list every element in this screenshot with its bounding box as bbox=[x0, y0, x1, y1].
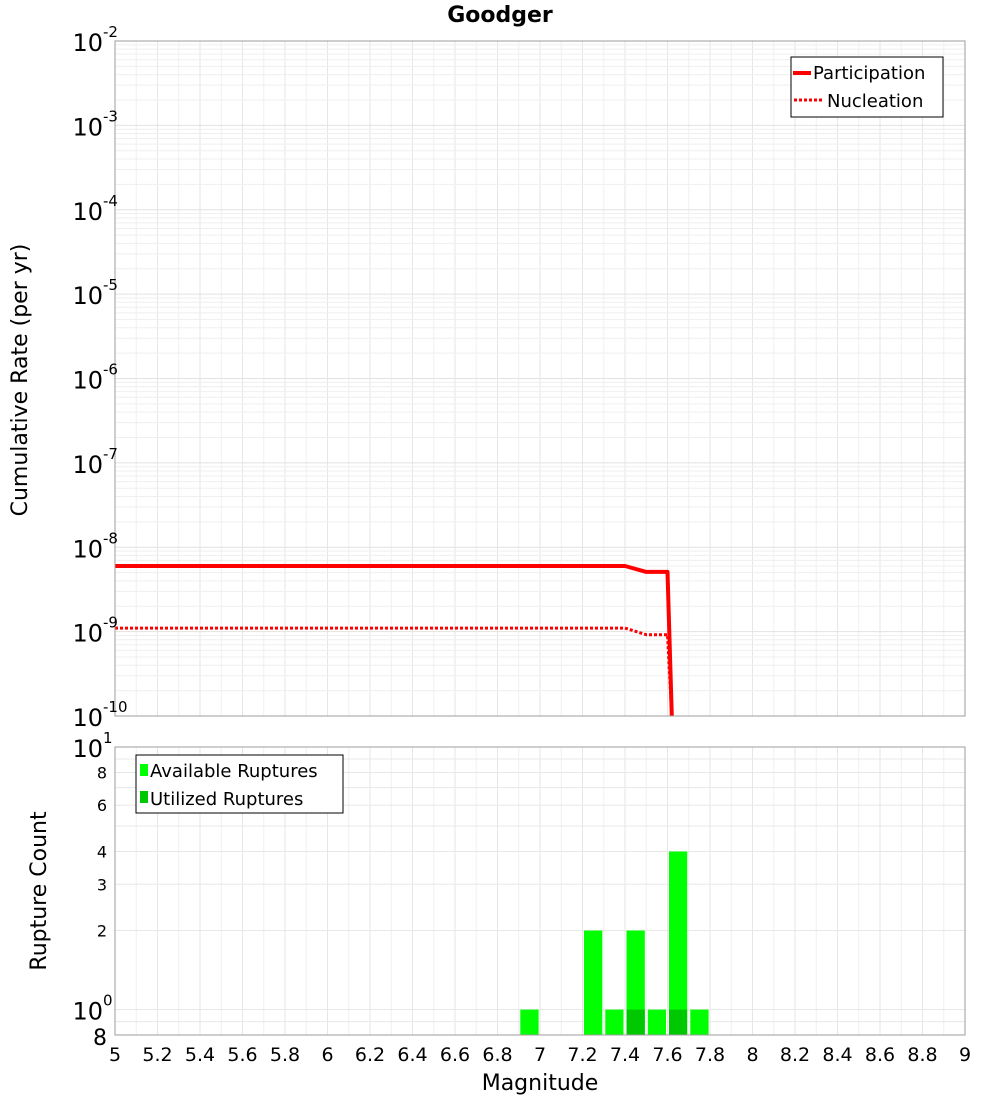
y-tick-label: 10 bbox=[72, 113, 103, 141]
y-tick-exponent: -9 bbox=[103, 614, 118, 632]
x-tick-label: 6.4 bbox=[397, 1044, 427, 1066]
y-tick-exponent: -8 bbox=[103, 529, 118, 547]
x-tick-label: 7.8 bbox=[695, 1044, 725, 1066]
legend-box bbox=[790, 56, 944, 118]
participation-legend-label: Participation bbox=[813, 63, 925, 84]
legend-box bbox=[135, 754, 344, 814]
available-ruptures-bar bbox=[647, 1009, 666, 1035]
y-tick-exponent: -2 bbox=[103, 23, 118, 41]
x-tick-label: 7.6 bbox=[652, 1044, 682, 1066]
x-tick-label: 8 bbox=[746, 1044, 758, 1066]
cumulative-rate-panel: 10-210-310-410-510-610-710-810-910-10 Cu… bbox=[8, 23, 966, 732]
cumulative-rate-y-ticks: 10-210-310-410-510-610-710-810-910-10 bbox=[72, 23, 127, 732]
available-ruptures-bar bbox=[690, 1009, 709, 1035]
cumulative-rate-plot-border bbox=[114, 40, 966, 717]
y-tick-label: 10 bbox=[72, 704, 103, 732]
y-tick-exponent: -3 bbox=[103, 107, 118, 125]
available-ruptures-legend-swatch bbox=[140, 764, 148, 776]
y-tick-label: 10 bbox=[72, 29, 103, 57]
x-tick-label: 7 bbox=[534, 1044, 546, 1066]
available-ruptures-legend-label: Available Ruptures bbox=[150, 761, 318, 782]
y-tick-label: 10 bbox=[72, 620, 103, 648]
y-tick-label: 2 bbox=[97, 922, 107, 941]
utilized-ruptures-legend-swatch bbox=[140, 791, 148, 803]
x-tick-label: 8.8 bbox=[907, 1044, 937, 1066]
x-tick-label: 7.4 bbox=[610, 1044, 640, 1066]
y-tick-label: 8 bbox=[93, 1026, 107, 1051]
rupture-count-plot-border bbox=[114, 746, 966, 1036]
y-tick-exponent: 0 bbox=[103, 992, 113, 1010]
magnitude-x-axis-title: Magnitude bbox=[482, 1071, 599, 1096]
x-tick-label: 9 bbox=[959, 1044, 971, 1066]
cumulative-rate-y-axis-title: Cumulative Rate (per yr) bbox=[8, 244, 33, 517]
x-tick-label: 8.4 bbox=[822, 1044, 852, 1066]
cumulative-rate-series bbox=[115, 564, 674, 717]
y-tick-label: 10 bbox=[72, 998, 103, 1026]
utilized-ruptures-legend-label: Utilized Ruptures bbox=[150, 789, 303, 810]
y-tick-exponent: -5 bbox=[103, 276, 118, 294]
y-tick-label: 8 bbox=[97, 763, 107, 782]
nucleation-legend-label: Nucleation bbox=[827, 91, 923, 112]
x-tick-label: 6 bbox=[321, 1044, 333, 1066]
x-tick-label: 6.8 bbox=[482, 1044, 512, 1066]
y-tick-exponent: -4 bbox=[103, 192, 118, 210]
y-tick-exponent: -7 bbox=[103, 445, 118, 463]
utilized-ruptures-bar bbox=[626, 1009, 645, 1035]
y-tick-label: 4 bbox=[97, 842, 107, 861]
x-tick-label: 6.2 bbox=[355, 1044, 385, 1066]
x-tick-label: 5.4 bbox=[185, 1044, 215, 1066]
nucleation-line bbox=[115, 626, 674, 717]
rupture-count-legend: Available Ruptures Utilized Ruptures bbox=[135, 754, 344, 814]
x-tick-label: 8.2 bbox=[780, 1044, 810, 1066]
y-tick-label: 10 bbox=[72, 282, 103, 310]
y-tick-exponent: 1 bbox=[103, 729, 113, 747]
available-ruptures-bar bbox=[669, 851, 688, 1035]
cumulative-rate-grid bbox=[114, 41, 966, 717]
y-tick-label: 3 bbox=[97, 875, 107, 894]
chart-title: Goodger bbox=[447, 3, 553, 28]
cumulative-rate-legend: Participation Nucleation bbox=[790, 56, 944, 118]
x-tick-label: 5 bbox=[109, 1044, 121, 1066]
magnitude-x-ticks: 5 5.2 5.4 5.6 5.8 6 6.2 6.4 6.6 6.8 7 7.2 7.4 7.6 7.8 8… bbox=[109, 1044, 971, 1066]
x-tick-label: 5.8 bbox=[270, 1044, 300, 1066]
y-tick-label: 10 bbox=[72, 535, 103, 563]
x-tick-label: 7.2 bbox=[567, 1044, 597, 1066]
available-ruptures-bar bbox=[605, 1009, 624, 1035]
x-tick-label: 5.2 bbox=[142, 1044, 172, 1066]
x-tick-label: 8.6 bbox=[865, 1044, 895, 1066]
utilized-ruptures-bar bbox=[669, 1009, 688, 1035]
y-tick-label: 10 bbox=[72, 198, 103, 226]
rupture-count-y-axis-title: Rupture Count bbox=[27, 811, 52, 971]
available-ruptures-bar bbox=[626, 930, 645, 1035]
participation-line bbox=[115, 564, 674, 717]
y-tick-label: 10 bbox=[72, 367, 103, 395]
available-ruptures-bar bbox=[520, 1009, 539, 1035]
y-tick-label: 6 bbox=[97, 796, 107, 815]
available-ruptures-bar bbox=[584, 930, 603, 1035]
rupture-count-bars bbox=[520, 851, 709, 1035]
x-tick-label: 6.6 bbox=[440, 1044, 470, 1066]
y-tick-label: 10 bbox=[72, 451, 103, 479]
y-tick-exponent: -10 bbox=[103, 698, 128, 716]
y-tick-exponent: -6 bbox=[103, 361, 118, 379]
y-tick-label: 10 bbox=[72, 735, 103, 763]
x-tick-label: 5.6 bbox=[227, 1044, 257, 1066]
